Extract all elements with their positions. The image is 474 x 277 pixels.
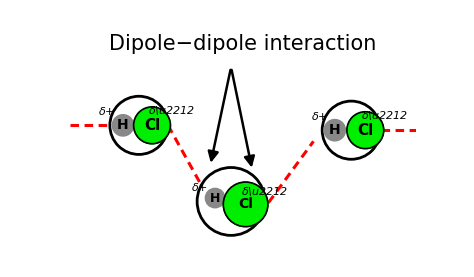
Circle shape xyxy=(110,96,168,155)
Text: Dipole−dipole interaction: Dipole−dipole interaction xyxy=(109,34,376,54)
Text: $\delta$\u2212: $\delta$\u2212 xyxy=(241,185,289,198)
Circle shape xyxy=(223,182,268,227)
Circle shape xyxy=(197,168,265,235)
Text: H: H xyxy=(329,123,341,137)
Text: $\delta$\u2212: $\delta$\u2212 xyxy=(148,104,195,117)
Circle shape xyxy=(205,188,225,208)
Text: $\delta$+: $\delta$+ xyxy=(99,105,116,117)
Text: $\delta$\u2212: $\delta$\u2212 xyxy=(361,109,408,122)
Text: $\delta$+: $\delta$+ xyxy=(311,110,328,122)
Text: Cl: Cl xyxy=(238,197,253,211)
Circle shape xyxy=(134,107,171,144)
Text: Cl: Cl xyxy=(357,123,374,138)
Circle shape xyxy=(112,115,134,136)
Circle shape xyxy=(322,101,380,159)
Circle shape xyxy=(324,120,346,141)
Text: H: H xyxy=(210,192,220,204)
Text: H: H xyxy=(117,118,129,132)
Text: Cl: Cl xyxy=(144,118,160,133)
Circle shape xyxy=(347,112,384,149)
Text: $\delta$+: $\delta$+ xyxy=(191,181,208,193)
